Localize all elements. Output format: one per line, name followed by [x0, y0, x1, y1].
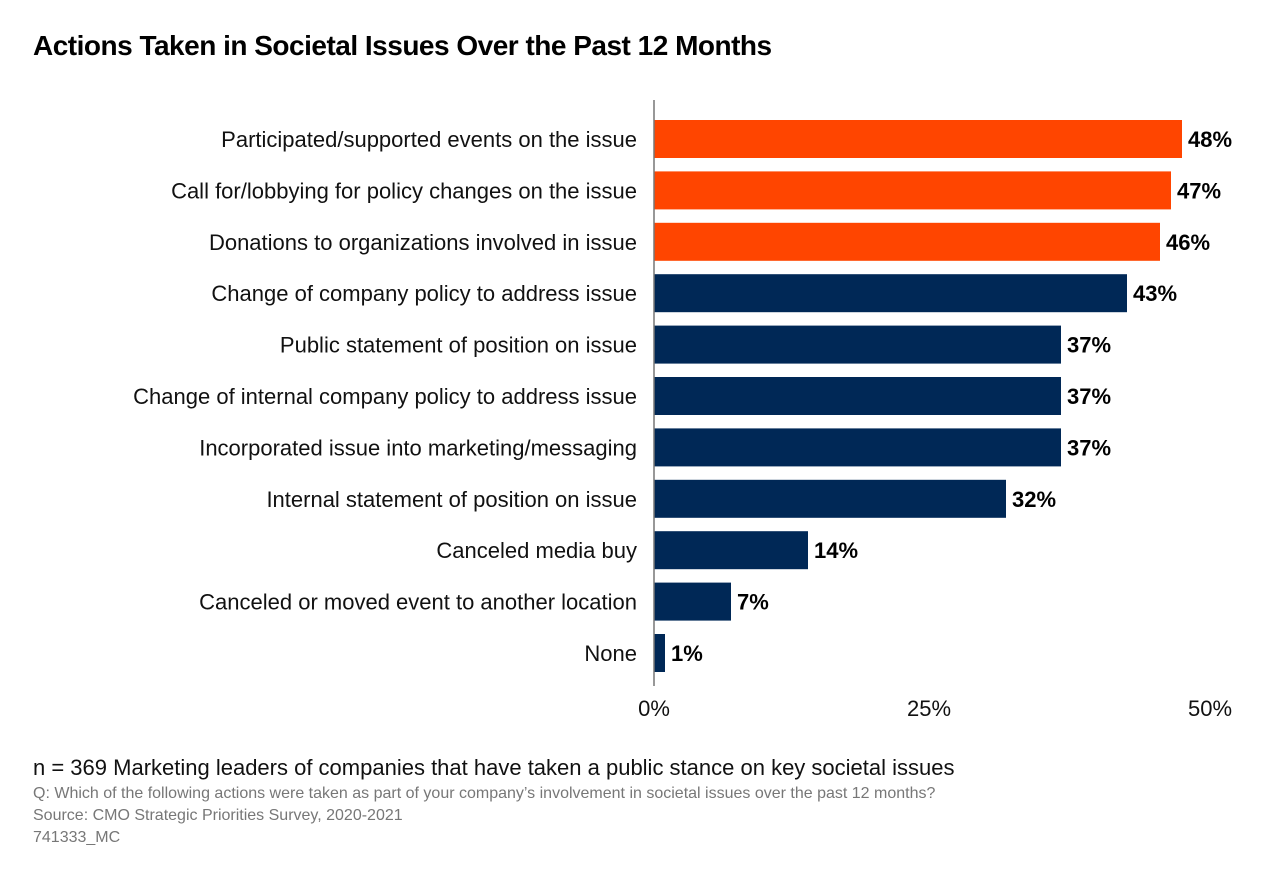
- bar: [654, 274, 1127, 313]
- data-label: 14%: [814, 538, 858, 563]
- bar: [654, 582, 731, 621]
- bar: [654, 325, 1061, 364]
- chart-title: Actions Taken in Societal Issues Over th…: [33, 30, 772, 61]
- category-label: None: [584, 641, 637, 666]
- data-label: 37%: [1067, 435, 1111, 460]
- data-label: 1%: [671, 641, 703, 666]
- x-tick-label: 50%: [1188, 696, 1232, 721]
- chart-code: 741333_MC: [33, 829, 121, 846]
- data-label: 32%: [1012, 487, 1056, 512]
- category-label: Public statement of position on issue: [280, 333, 637, 358]
- bar: [654, 377, 1061, 415]
- data-label: 48%: [1188, 127, 1232, 152]
- survey-question: Q: Which of the following actions were t…: [33, 785, 936, 802]
- bar: [654, 634, 665, 672]
- category-label: Participated/supported events on the iss…: [221, 127, 637, 152]
- sample-note: n = 369 Marketing leaders of companies t…: [33, 755, 955, 780]
- bar: [654, 222, 1160, 261]
- category-label: Change of internal company policy to add…: [133, 384, 637, 409]
- category-label: Canceled media buy: [436, 538, 637, 563]
- category-label: Incorporated issue into marketing/messag…: [199, 435, 637, 460]
- bar: [654, 171, 1171, 210]
- x-tick-label: 25%: [907, 696, 951, 721]
- category-label: Donations to organizations involved in i…: [209, 230, 637, 255]
- source-note: Source: CMO Strategic Priorities Survey,…: [33, 807, 403, 824]
- data-label: 43%: [1133, 281, 1177, 306]
- category-label: Internal statement of position on issue: [266, 487, 637, 512]
- category-label: Call for/lobbying for policy changes on …: [171, 178, 637, 203]
- category-label: Canceled or moved event to another locat…: [199, 590, 637, 615]
- data-label: 46%: [1166, 230, 1210, 255]
- bar: [654, 120, 1182, 158]
- bar: [654, 428, 1061, 467]
- data-label: 47%: [1177, 178, 1221, 203]
- data-label: 37%: [1067, 333, 1111, 358]
- x-tick-label: 0%: [638, 696, 670, 721]
- bar: [654, 531, 808, 570]
- category-label: Change of company policy to address issu…: [211, 281, 637, 306]
- bar: [654, 479, 1006, 518]
- data-label: 37%: [1067, 384, 1111, 409]
- data-label: 7%: [737, 590, 769, 615]
